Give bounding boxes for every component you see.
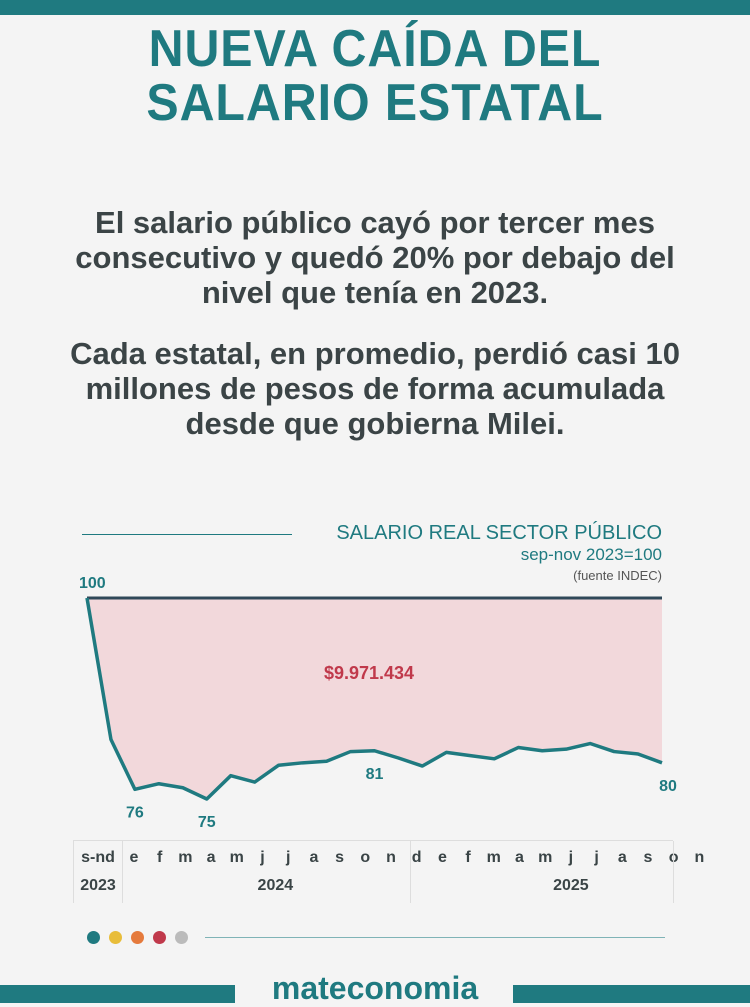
title-line-2: SALARIO ESTATAL bbox=[26, 76, 724, 130]
month-tick-label: n bbox=[695, 849, 705, 867]
x-axis: s-ndefmamjjasondefmamjjason202320242025 bbox=[73, 840, 673, 903]
month-tick-label: a bbox=[618, 849, 627, 867]
month-tick-label: s-nd bbox=[81, 849, 115, 867]
data-label: 76 bbox=[126, 804, 144, 821]
month-tick-label: j bbox=[286, 849, 290, 867]
page-title: NUEVA CAÍDA DEL SALARIO ESTATAL bbox=[26, 22, 724, 130]
month-tick-label: m bbox=[178, 849, 192, 867]
year-separator bbox=[410, 841, 411, 903]
month-tick-label: m bbox=[538, 849, 552, 867]
data-label: 100 bbox=[79, 575, 106, 592]
data-label: 81 bbox=[366, 766, 384, 783]
color-dot bbox=[87, 931, 100, 944]
year-label: 2025 bbox=[553, 877, 589, 895]
summary-paragraph-2: Cada estatal, en promedio, perdió casi 1… bbox=[60, 336, 690, 441]
month-tick-label: a bbox=[207, 849, 216, 867]
top-bar bbox=[0, 0, 750, 15]
month-tick-label: s bbox=[644, 849, 653, 867]
month-tick-label: e bbox=[130, 849, 139, 867]
month-tick-label: j bbox=[569, 849, 573, 867]
month-tick-label: s bbox=[335, 849, 344, 867]
chart-title-rule bbox=[82, 534, 292, 535]
loss-amount-annotation: $9.971.434 bbox=[324, 663, 414, 683]
chart-title: SALARIO REAL SECTOR PÚBLICO bbox=[336, 522, 662, 544]
year-separator bbox=[673, 841, 674, 903]
summary-paragraph-1: El salario público cayó por tercer mes c… bbox=[60, 205, 690, 310]
color-dots bbox=[87, 931, 188, 944]
year-separator bbox=[73, 841, 74, 903]
month-tick-label: o bbox=[360, 849, 370, 867]
month-tick-label: f bbox=[157, 849, 162, 867]
month-tick-label: e bbox=[438, 849, 447, 867]
color-dot bbox=[153, 931, 166, 944]
month-tick-label: n bbox=[386, 849, 396, 867]
month-tick-label: a bbox=[515, 849, 524, 867]
month-tick-label: j bbox=[260, 849, 264, 867]
year-label: 2023 bbox=[80, 877, 116, 895]
salary-chart: 100 76 75 81 80 $9.971.434 bbox=[0, 560, 750, 840]
year-label: 2024 bbox=[258, 877, 294, 895]
month-tick-label: j bbox=[594, 849, 598, 867]
data-label: 80 bbox=[659, 778, 677, 795]
month-tick-label: m bbox=[230, 849, 244, 867]
color-dot bbox=[109, 931, 122, 944]
month-tick-label: d bbox=[412, 849, 422, 867]
color-dot bbox=[175, 931, 188, 944]
month-tick-label: f bbox=[465, 849, 470, 867]
color-dot bbox=[131, 931, 144, 944]
month-tick-label: m bbox=[487, 849, 501, 867]
title-line-1: NUEVA CAÍDA DEL bbox=[26, 22, 724, 76]
brand-logo: mateconomia bbox=[0, 970, 750, 1007]
divider-line bbox=[205, 937, 665, 938]
year-separator bbox=[122, 841, 123, 903]
month-tick-label: a bbox=[309, 849, 318, 867]
data-label: 75 bbox=[198, 814, 216, 831]
